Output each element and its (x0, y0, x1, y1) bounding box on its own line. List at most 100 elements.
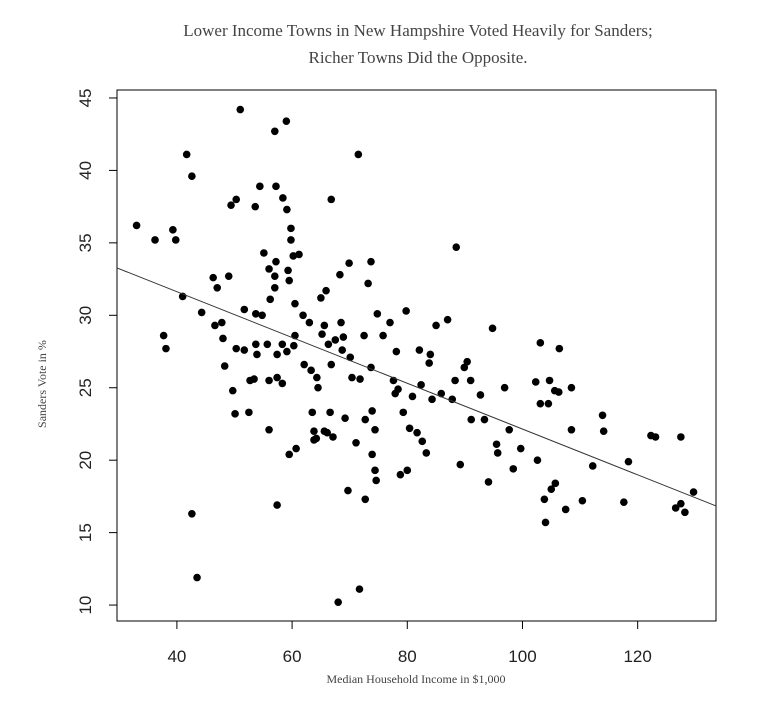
point (460, 363, 469, 372)
point (282, 117, 291, 125)
point (285, 276, 294, 285)
point (323, 428, 332, 437)
point (292, 444, 300, 453)
point (533, 456, 542, 464)
point (272, 257, 280, 266)
point (283, 347, 291, 356)
point (418, 437, 427, 446)
point (413, 428, 421, 437)
point (317, 294, 325, 302)
point (331, 336, 340, 344)
point (531, 378, 540, 386)
x-tick-label: 80 (398, 647, 417, 666)
point (337, 318, 345, 327)
point (287, 224, 295, 233)
point (265, 376, 273, 385)
point (371, 425, 379, 434)
point (300, 360, 308, 369)
point (159, 331, 168, 340)
point (251, 202, 260, 211)
point (368, 407, 376, 415)
point (209, 273, 217, 282)
point (360, 331, 368, 340)
point (313, 373, 321, 382)
point (467, 415, 476, 424)
point (432, 321, 440, 330)
y-tick-label: 20 (76, 451, 95, 470)
point (320, 321, 329, 330)
y-tick-label: 15 (76, 523, 95, 542)
chart-title: Lower Income Towns in New Hampshire Vote… (183, 21, 653, 40)
point (624, 457, 633, 466)
point (240, 305, 249, 314)
point (240, 346, 249, 354)
point (428, 395, 436, 404)
point (284, 266, 292, 275)
point (372, 476, 380, 485)
x-axis-label: Median Household Income in $1,000 (327, 672, 506, 686)
point (466, 376, 475, 385)
point (361, 495, 370, 504)
point (437, 389, 446, 398)
point (346, 353, 355, 362)
point (396, 470, 405, 479)
point (399, 408, 408, 417)
point (232, 344, 241, 353)
point (232, 195, 241, 204)
point (536, 399, 545, 408)
point (162, 344, 170, 353)
point (310, 427, 318, 436)
point (405, 424, 414, 433)
point (273, 501, 281, 509)
point (266, 295, 275, 304)
point (169, 226, 177, 234)
point (307, 366, 315, 375)
point (599, 427, 608, 436)
point (219, 334, 227, 343)
point (314, 383, 322, 392)
point (426, 350, 435, 359)
point (476, 391, 485, 399)
point (291, 299, 299, 308)
point (373, 310, 382, 318)
point (371, 466, 379, 475)
point (505, 425, 514, 434)
point (329, 433, 337, 441)
x-tick-label: 40 (167, 647, 186, 666)
point (250, 375, 258, 383)
point (271, 283, 279, 292)
point (451, 376, 459, 385)
point (386, 318, 394, 327)
point (681, 508, 689, 517)
point (452, 243, 461, 251)
y-tick-label: 40 (76, 161, 95, 180)
point (456, 460, 465, 469)
point (188, 172, 196, 181)
point (493, 449, 502, 457)
point (132, 221, 141, 230)
point (193, 573, 201, 582)
point (228, 386, 237, 395)
point (341, 414, 349, 422)
y-tick-label: 30 (76, 306, 95, 325)
point (488, 324, 497, 333)
point (492, 440, 501, 449)
point (318, 330, 326, 338)
point (544, 399, 553, 408)
point (271, 272, 279, 280)
point (509, 465, 518, 473)
point (245, 408, 253, 417)
point (348, 373, 356, 382)
point (345, 259, 353, 267)
point (227, 201, 235, 209)
point (279, 194, 287, 202)
point (394, 385, 402, 393)
point (689, 488, 698, 496)
point (545, 376, 554, 385)
point (220, 362, 229, 370)
point (567, 425, 576, 434)
trend-line (116, 267, 717, 507)
point (339, 333, 348, 341)
